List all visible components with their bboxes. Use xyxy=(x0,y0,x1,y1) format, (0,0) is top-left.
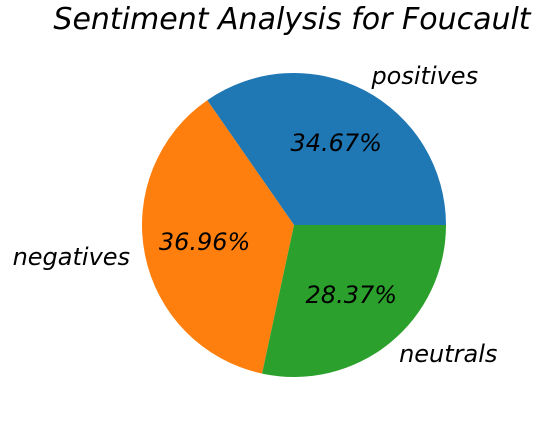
pie-labels: positives 34.67% negatives 36.96% neutrals 28… xyxy=(13,62,498,368)
chart-title: Sentiment Analysis for Foucault xyxy=(53,2,531,37)
pct-label-neutrals: 28.37% xyxy=(306,281,398,309)
pie-slices xyxy=(141,72,446,378)
slice-label-negatives: negatives xyxy=(13,243,130,271)
pie-slice-positives xyxy=(207,72,446,226)
pct-label-positives: 34.67% xyxy=(290,129,382,157)
pct-label-negatives: 36.96% xyxy=(159,228,251,256)
slice-label-neutrals: neutrals xyxy=(399,340,497,368)
slice-label-positives: positives xyxy=(370,62,478,90)
pie-slice-negatives xyxy=(141,100,294,374)
pie-slice-neutrals xyxy=(262,225,446,378)
